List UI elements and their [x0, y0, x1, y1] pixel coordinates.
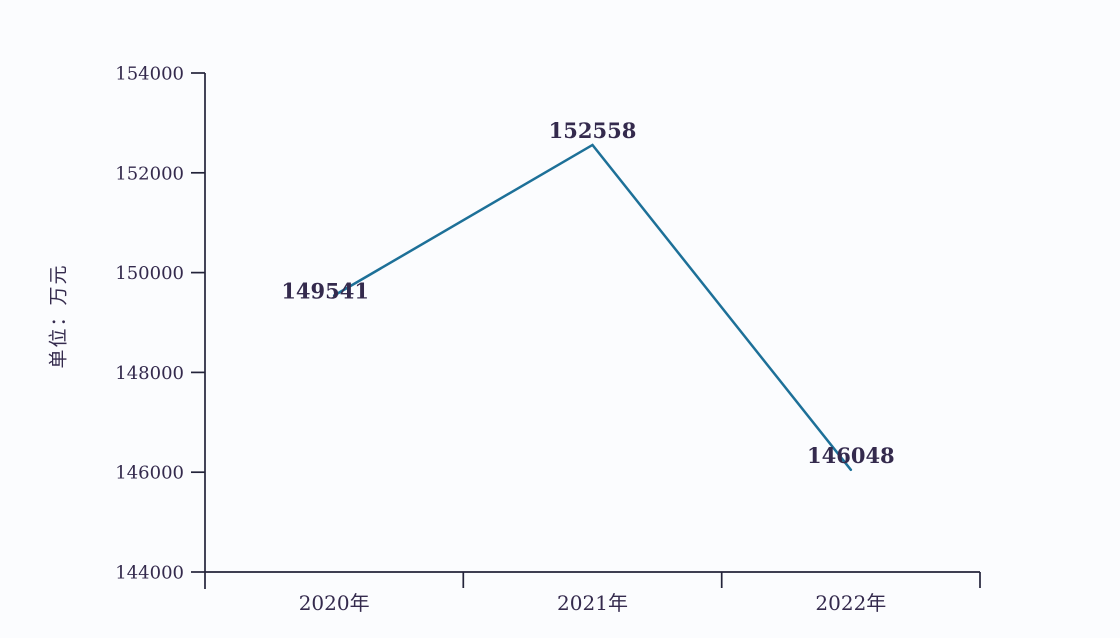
- y-tick-label: 148000: [115, 363, 184, 384]
- series-line: [332, 143, 853, 472]
- y-tick-label: 154000: [115, 64, 184, 85]
- y-tick-label: 144000: [115, 563, 184, 584]
- y-tick-label: 152000: [115, 163, 184, 184]
- data-label: 146048: [807, 443, 895, 468]
- data-label: 149541: [281, 279, 369, 304]
- x-tick-label: 2020年: [299, 591, 370, 615]
- data-label: 152558: [549, 118, 637, 143]
- x-tick-label: 2022年: [815, 591, 886, 615]
- y-tick-label: 146000: [115, 463, 184, 484]
- y-tick-label: 150000: [115, 263, 184, 284]
- x-tick-label: 2021年: [557, 591, 628, 615]
